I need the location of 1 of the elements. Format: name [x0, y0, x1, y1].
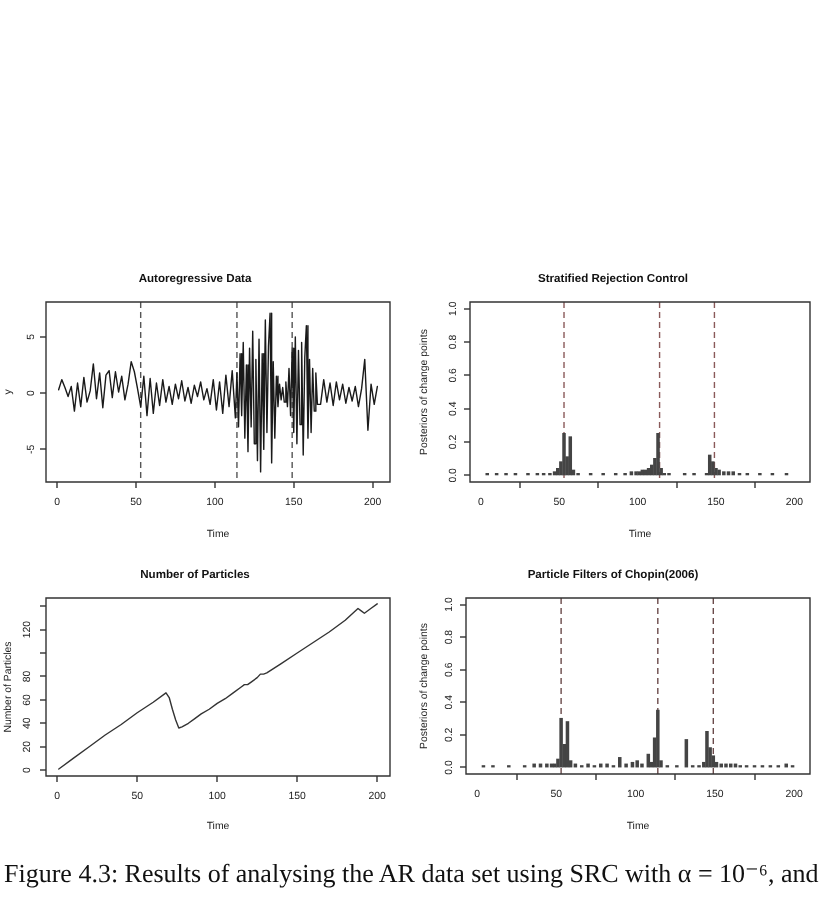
caption: Figure 4.3: Results of analysing the AR data set using SRC with α = 10⁻⁶, and: [4, 858, 819, 890]
